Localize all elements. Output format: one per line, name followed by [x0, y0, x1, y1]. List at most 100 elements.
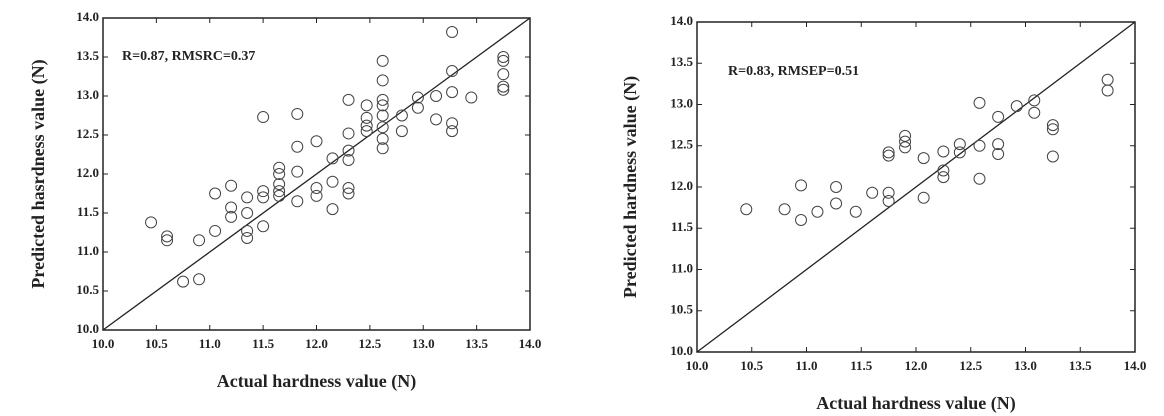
point	[992, 138, 1005, 151]
point	[360, 99, 373, 112]
point	[497, 51, 510, 63]
point	[899, 129, 912, 142]
point	[257, 111, 270, 124]
point	[446, 117, 459, 130]
x-tick-label: 11.0	[795, 358, 817, 373]
identity-line	[102, 17, 531, 331]
point	[937, 164, 950, 177]
point	[811, 205, 824, 218]
point	[376, 93, 389, 106]
y-tick-label: 13.5	[670, 54, 693, 69]
x-tick-label: 10.5	[145, 336, 168, 351]
point	[411, 101, 424, 114]
point	[395, 109, 408, 122]
point	[446, 26, 459, 39]
x-tick-label: 12.5	[959, 358, 982, 373]
x-tick-label: 10.0	[686, 358, 709, 373]
point	[326, 175, 339, 188]
annotation: R=0.87, RMSRC=0.37	[122, 49, 255, 64]
point	[225, 201, 238, 214]
y-tick-label: 10.0	[670, 343, 693, 358]
point	[882, 186, 895, 199]
point	[446, 125, 459, 138]
point	[1010, 100, 1023, 113]
point	[1101, 84, 1114, 97]
point	[273, 168, 286, 180]
point	[342, 153, 355, 166]
point	[917, 191, 930, 204]
point	[326, 152, 339, 165]
point	[465, 91, 478, 104]
point	[177, 275, 190, 288]
x-tick-label: 13.0	[412, 336, 435, 351]
point	[1046, 119, 1059, 132]
x-axis-label: Actual hardness value (N)	[217, 371, 417, 392]
point	[992, 110, 1005, 123]
point	[360, 125, 373, 138]
point	[257, 185, 270, 198]
point	[395, 125, 408, 138]
point	[291, 140, 304, 153]
point	[241, 224, 254, 237]
point	[376, 132, 389, 145]
point	[273, 178, 286, 191]
x-tick-label: 13.5	[465, 336, 488, 351]
y-tick-label: 10.0	[76, 321, 99, 336]
point	[882, 149, 895, 162]
point	[899, 135, 912, 148]
point	[376, 99, 389, 112]
y-axis-label: Predicted hasrdness value (N)	[28, 59, 49, 288]
x-tick-label: 14.0	[519, 336, 542, 351]
point	[953, 138, 966, 151]
point	[145, 216, 158, 229]
x-tick-label: 11.5	[252, 336, 275, 351]
point	[882, 146, 895, 159]
point	[291, 107, 304, 120]
point	[342, 182, 355, 195]
point	[830, 197, 843, 210]
point	[446, 65, 459, 78]
point	[360, 111, 373, 124]
point	[310, 189, 323, 202]
chart: 10.0 10.5 11.0 11.5 12.0 12.5 13.0 13.5 14.0 10.0…	[620, 13, 1146, 414]
y-tick-label: 13.5	[76, 48, 99, 63]
point	[241, 191, 254, 204]
point	[795, 179, 808, 192]
point	[209, 224, 222, 237]
point	[310, 182, 323, 195]
point	[497, 54, 510, 67]
point	[257, 220, 270, 233]
y-tick-label: 13.0	[670, 95, 693, 110]
identity-line	[696, 21, 1136, 353]
point	[376, 142, 389, 155]
x-tick-label: 11.5	[850, 358, 873, 373]
y-tick-label: 12.5	[670, 137, 693, 152]
y-tick-label: 12.5	[76, 126, 99, 141]
y-tick-label: 10.5	[670, 302, 693, 317]
point	[973, 172, 986, 185]
point	[273, 161, 286, 174]
point	[273, 189, 286, 202]
point	[849, 205, 862, 218]
point	[342, 144, 355, 157]
point	[376, 121, 389, 134]
x-tick-label: 13.5	[1069, 358, 1092, 373]
point	[1101, 73, 1114, 86]
point	[497, 80, 510, 93]
point	[376, 74, 389, 87]
x-tick-label: 11.0	[199, 336, 221, 351]
point	[241, 207, 254, 219]
x-axis-label: Actual hardness value (N)	[816, 393, 1016, 414]
point	[342, 93, 355, 106]
point	[973, 96, 986, 109]
point	[937, 145, 950, 158]
point	[1028, 94, 1041, 107]
y-tick-label: 12.0	[670, 178, 693, 193]
point	[430, 113, 443, 126]
point	[273, 185, 286, 198]
point	[310, 135, 323, 148]
point	[899, 141, 912, 154]
point	[225, 179, 238, 192]
point	[937, 171, 950, 184]
